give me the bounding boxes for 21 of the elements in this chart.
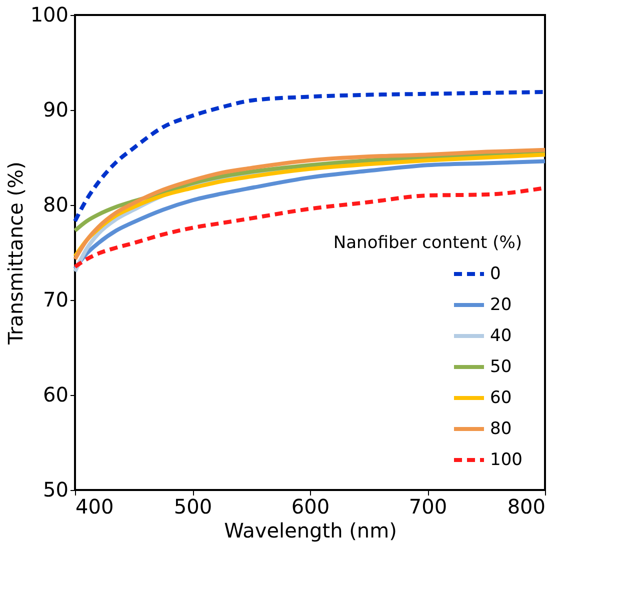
y-axis-title: Transmittance (%): [3, 162, 28, 346]
x-tick-label: 700: [408, 494, 448, 518]
y-tick-label: 90: [43, 98, 68, 122]
x-axis-title: Wavelength (nm): [224, 518, 397, 542]
y-tick-label: 100: [30, 2, 68, 26]
y-tick-label: 60: [43, 382, 68, 406]
x-tick-label: 500: [174, 494, 212, 518]
y-tick-label: 50: [43, 478, 68, 502]
y-tick-label: 70: [43, 288, 68, 312]
x-tick-label: 600: [291, 494, 330, 518]
legend-label: 20: [490, 295, 512, 315]
legend-label: 0: [490, 264, 501, 284]
x-tick-label: 800: [507, 494, 546, 518]
x-tick-label: 400: [76, 494, 114, 518]
legend-label: 60: [490, 388, 512, 408]
legend-label: 50: [490, 357, 512, 377]
legend-label: 100: [490, 450, 522, 470]
legend-label: 40: [490, 326, 512, 346]
y-tick-label: 80: [43, 192, 68, 216]
legend-title: Nanofiber content (%): [333, 233, 522, 253]
legend-label: 80: [490, 419, 512, 439]
